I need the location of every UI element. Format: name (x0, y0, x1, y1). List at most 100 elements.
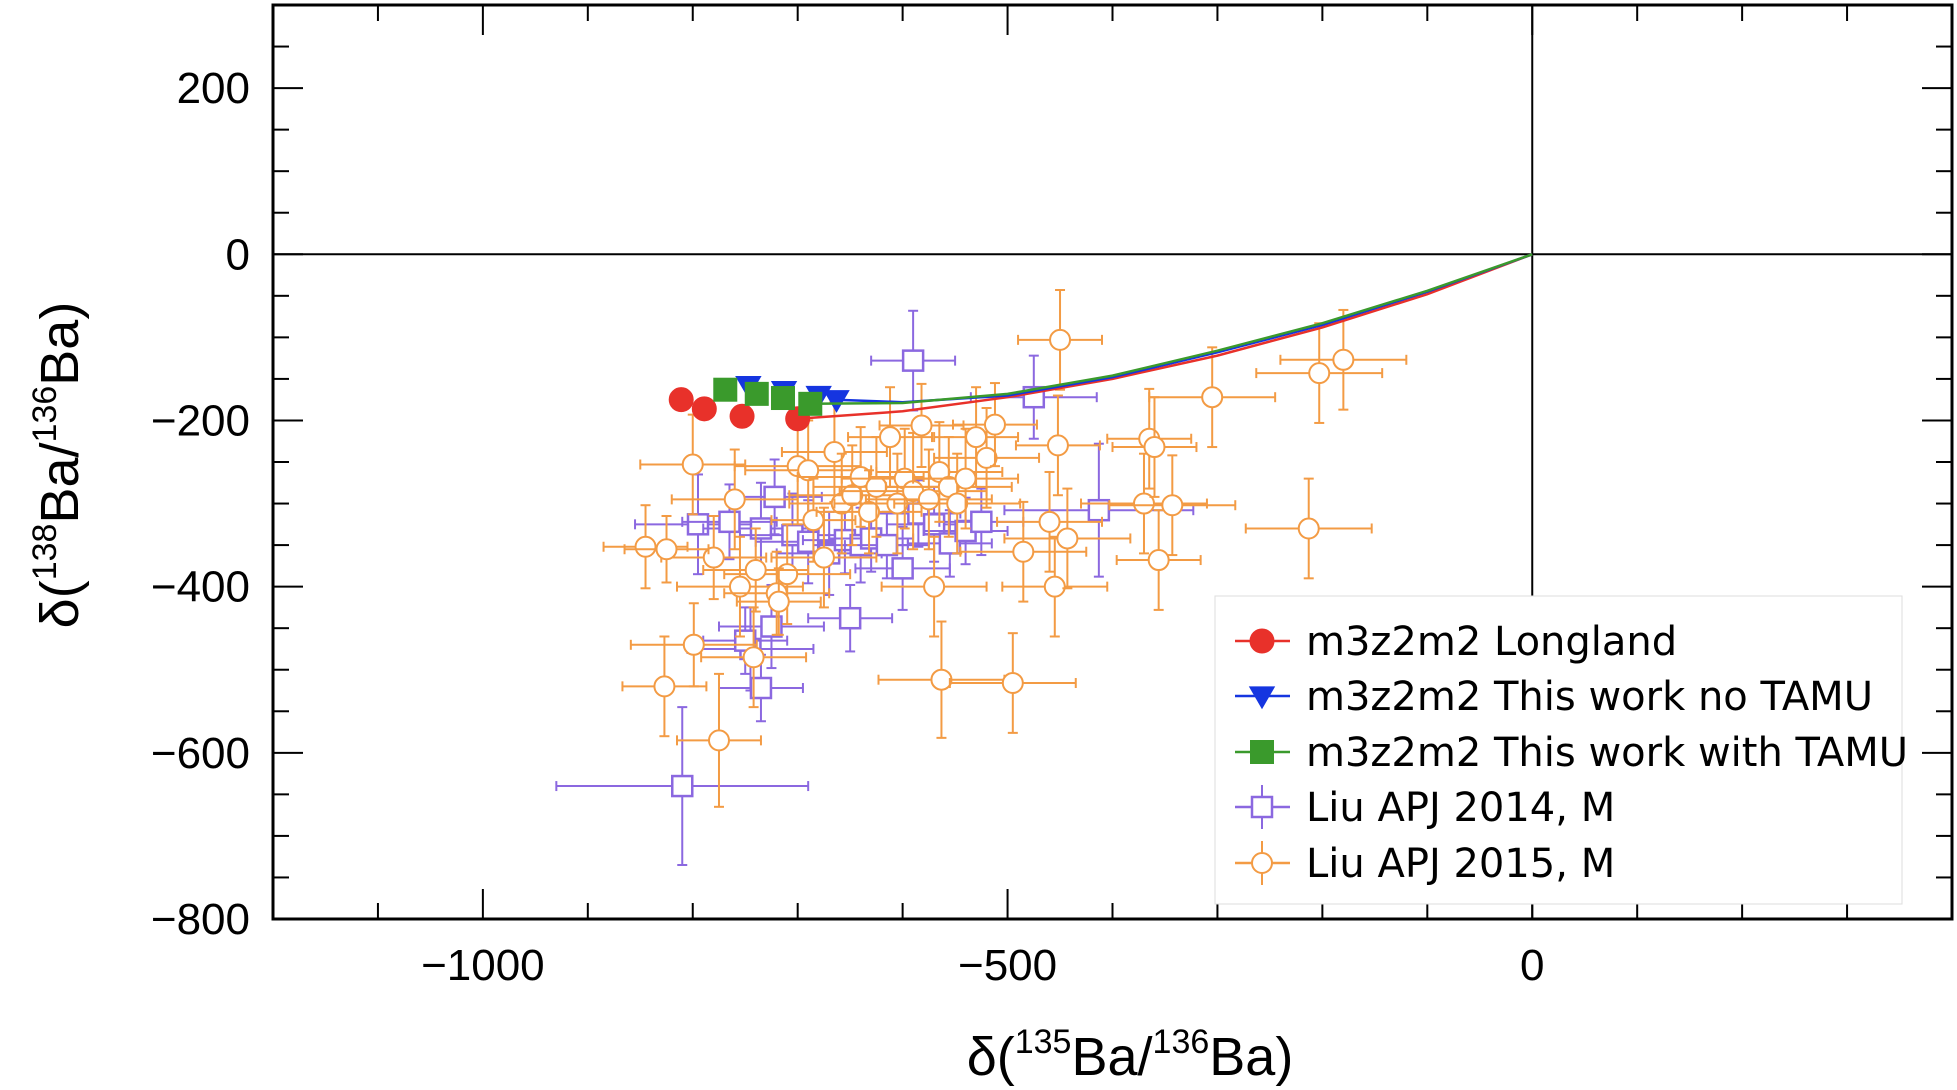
data-point (970, 510, 993, 534)
data-point (865, 475, 888, 498)
data-point (1038, 510, 1061, 533)
legend-entry: m3z2m2 This work with TAMU (1235, 730, 1908, 776)
data-point (1332, 348, 1355, 371)
model-curve (810, 253, 1533, 406)
legend-entry: Liu APJ 2015, M (1235, 841, 1615, 887)
y-tick-label: −400 (151, 563, 250, 612)
legend: m3z2m2 Longland m3z2m2 This work no TAMU m… (1214, 595, 1908, 905)
data-point (770, 386, 795, 411)
data-point (797, 459, 820, 482)
data-point (713, 377, 738, 402)
legend-marker (1249, 628, 1275, 654)
legend-label: m3z2m2 This work no TAMU (1306, 674, 1873, 720)
data-point (718, 510, 741, 534)
y-tick-label: −800 (151, 895, 250, 944)
data-point (655, 538, 678, 561)
series-2 (713, 253, 1533, 416)
data-point (1161, 494, 1184, 517)
data-point (1143, 436, 1166, 459)
legend-entry: m3z2m2 Longland (1235, 619, 1677, 665)
legend-marker (1248, 686, 1276, 710)
data-point (965, 426, 988, 449)
data-point (954, 467, 977, 490)
data-point (1308, 362, 1331, 385)
data-point (776, 563, 799, 586)
data-point (682, 633, 705, 656)
legend-label: Liu APJ 2014, M (1306, 785, 1615, 831)
x-axis-title-prefix: δ( (967, 1027, 1015, 1087)
series-4 (602, 289, 1408, 808)
model-curve (797, 253, 1533, 421)
model-curve (836, 253, 1533, 404)
data-point (891, 557, 914, 580)
data-point (1046, 434, 1069, 457)
y-tick-label: 200 (177, 64, 250, 113)
data-point (691, 396, 717, 422)
y-tick-label: −200 (151, 396, 250, 445)
axis-ticks (272, 4, 1953, 920)
data-point (1056, 527, 1079, 550)
data-point (798, 391, 823, 416)
data-point (729, 403, 755, 429)
data-point (686, 513, 710, 536)
data-point (749, 676, 773, 700)
data-point (1132, 492, 1155, 515)
data-point (1043, 575, 1066, 598)
data-point (1012, 540, 1035, 563)
legend-label: Liu APJ 2015, M (1306, 841, 1615, 887)
legend-label: m3z2m2 This work with TAMU (1306, 730, 1908, 776)
data-point (841, 484, 864, 507)
x-axis-title-sup2: 136 (1153, 1023, 1210, 1061)
y-axis-title-mid: Ba/ (30, 442, 90, 523)
data-point (681, 453, 704, 476)
data-point (702, 546, 725, 569)
data-point (707, 729, 730, 752)
data-point (823, 441, 846, 464)
legend-label: m3z2m2 Longland (1306, 619, 1677, 665)
legend-entry: Liu APJ 2014, M (1235, 785, 1615, 831)
data-point (1201, 386, 1224, 409)
x-axis-title-suffix: Ba) (1209, 1027, 1293, 1087)
data-point (823, 390, 850, 413)
data-point (668, 387, 694, 413)
data-point (901, 349, 925, 372)
x-axis-title: δ(135Ba/136Ba) (967, 1023, 1294, 1087)
data-layer (555, 253, 1533, 866)
data-point (983, 413, 1006, 436)
legend-marker (1250, 795, 1274, 819)
data-point (1147, 549, 1170, 572)
x-tick-label: −1000 (421, 941, 545, 990)
data-point (923, 575, 946, 598)
x-tick-label: −500 (958, 941, 1057, 990)
series-3 (555, 309, 1195, 866)
y-axis-title-suffix: Ba) (30, 302, 90, 386)
data-point (812, 546, 835, 569)
data-point (671, 774, 694, 798)
data-point (744, 559, 767, 582)
y-axis-title: δ(138Ba/136Ba) (26, 302, 90, 629)
legend-marker (1250, 740, 1274, 764)
y-axis-title-prefix: δ( (30, 580, 90, 628)
data-point (838, 606, 862, 630)
legend-marker (1251, 852, 1273, 874)
data-point (875, 533, 899, 557)
x-tick-label: 0 (1520, 941, 1544, 990)
data-point (879, 426, 902, 449)
data-point (858, 500, 881, 523)
y-axis-title-sup2: 136 (26, 386, 64, 443)
data-point (767, 590, 790, 613)
legend-entry: m3z2m2 This work no TAMU (1235, 674, 1873, 720)
data-point (917, 488, 940, 511)
data-point (723, 488, 746, 511)
y-axis-title-sup1: 138 (26, 524, 64, 581)
legend-box (1214, 595, 1903, 905)
data-point (796, 530, 820, 554)
data-point (653, 675, 676, 698)
data-point (910, 414, 933, 437)
data-point (1297, 517, 1320, 540)
data-point (728, 575, 751, 598)
data-point (742, 646, 765, 669)
data-point (1001, 672, 1024, 695)
data-point (946, 492, 969, 515)
